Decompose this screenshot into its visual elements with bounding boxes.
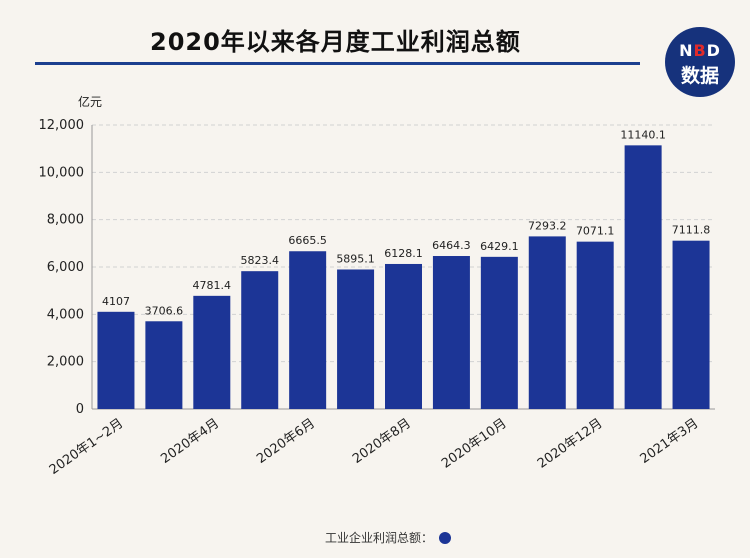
bar-value-label: 11140.1 xyxy=(620,128,666,141)
y-tick-label: 0 xyxy=(76,402,84,417)
legend-label: 工业企业利润总额： xyxy=(325,531,434,545)
x-tick-label: 2020年10月 xyxy=(439,416,510,472)
y-tick-label: 2,000 xyxy=(47,355,84,370)
logo-letter-b: B xyxy=(693,41,707,60)
logo-subtitle: 数据 xyxy=(680,65,719,87)
bar xyxy=(241,271,279,409)
bar-value-label: 6665.5 xyxy=(288,234,327,247)
bar xyxy=(480,256,518,409)
legend: 工业企业利润总额： xyxy=(325,529,452,546)
y-tick-label: 12,000 xyxy=(39,118,85,133)
legend-swatch xyxy=(439,532,452,544)
x-tick-label: 2020年1~2月 xyxy=(47,416,126,478)
bar-value-label: 6429.1 xyxy=(480,240,519,253)
bar xyxy=(289,251,327,409)
logo-wordmark: NBD xyxy=(665,41,735,60)
title-underline xyxy=(35,62,640,65)
x-tick-label: 2020年4月 xyxy=(158,416,222,467)
y-axis-label: 亿元 xyxy=(78,94,102,109)
y-tick-label: 4,000 xyxy=(47,307,84,322)
chart-title: 2020年以来各月度工业利润总额 xyxy=(150,28,521,56)
y-tick-label: 10,000 xyxy=(39,165,85,180)
bar-value-label: 7071.1 xyxy=(576,225,615,238)
bar xyxy=(672,240,710,409)
y-tick-label: 6,000 xyxy=(47,260,84,275)
bar-value-label: 3706.6 xyxy=(145,304,184,317)
bar xyxy=(337,269,375,409)
bar xyxy=(432,256,470,409)
bar xyxy=(193,295,231,409)
bar-value-label: 5895.1 xyxy=(336,252,375,265)
bar-value-label: 4107 xyxy=(102,295,130,308)
bar-value-label: 5823.4 xyxy=(240,254,279,267)
logo-letter-d: D xyxy=(706,41,721,60)
bar xyxy=(97,311,135,409)
bar-value-label: 7111.8 xyxy=(672,224,711,237)
x-tick-label: 2021年3月 xyxy=(638,416,702,467)
bar xyxy=(385,263,422,409)
logo-letter-n: N xyxy=(679,41,694,60)
bar-value-label: 4781.4 xyxy=(193,279,232,292)
x-tick-label: 2020年12月 xyxy=(535,416,606,472)
x-tick-label: 2020年6月 xyxy=(254,416,318,467)
nbd-logo: NBD 数据 xyxy=(665,27,735,97)
y-tick-label: 8,000 xyxy=(47,213,84,228)
bar xyxy=(576,241,614,409)
bar-value-label: 6464.3 xyxy=(432,239,471,252)
bar-value-label: 6128.1 xyxy=(384,247,423,260)
bar xyxy=(145,321,183,409)
bar xyxy=(624,145,662,410)
bar xyxy=(528,236,566,409)
bar-value-label: 7293.2 xyxy=(528,219,567,232)
x-tick-label: 2020年8月 xyxy=(350,416,414,467)
